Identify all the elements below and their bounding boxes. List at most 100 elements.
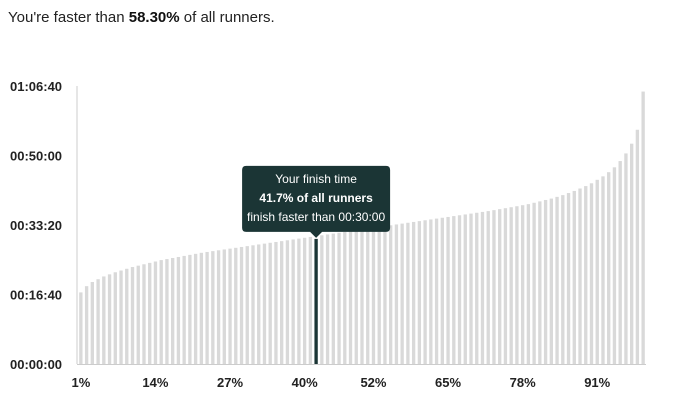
x-tick-label: 65% <box>435 375 461 390</box>
bar <box>360 229 364 364</box>
finish-time-tooltip: Your finish time 41.7% of all runners fi… <box>242 165 391 238</box>
x-tick-label: 1% <box>71 375 90 390</box>
bar <box>515 206 519 364</box>
bar <box>148 262 152 364</box>
bar <box>498 209 502 364</box>
bar <box>423 220 427 364</box>
bar <box>578 188 582 364</box>
x-tick-label: 27% <box>217 375 243 390</box>
bar <box>251 245 255 364</box>
tooltip-line-3: finish faster than 00:30:00 <box>247 210 385 224</box>
bar <box>607 172 611 364</box>
bar <box>549 198 553 364</box>
bar <box>618 161 622 364</box>
bar <box>348 231 353 364</box>
bar <box>629 143 634 364</box>
bar <box>331 233 335 364</box>
bar <box>245 246 249 364</box>
bar <box>280 241 284 364</box>
bars <box>79 91 645 364</box>
x-tick-label: 40% <box>292 375 318 390</box>
bar <box>532 202 536 364</box>
bar <box>262 243 267 364</box>
bar <box>400 223 404 364</box>
bar <box>325 234 330 364</box>
x-tick-label: 52% <box>360 375 386 390</box>
bar <box>291 239 295 364</box>
bar <box>595 179 599 364</box>
bar <box>119 270 123 364</box>
tooltip-background <box>242 165 391 238</box>
bar <box>434 218 439 364</box>
bar <box>302 237 307 364</box>
bar <box>503 208 508 364</box>
bar <box>239 246 244 364</box>
y-tick-label: 01:06:40 <box>10 79 62 94</box>
bar <box>624 153 628 364</box>
bar <box>308 236 313 364</box>
tooltip-line-2: 41.7% of all runners <box>259 191 373 205</box>
headline: You're faster than 58.30% of all runners… <box>8 9 275 26</box>
bar <box>153 261 158 364</box>
bar <box>589 183 594 364</box>
bar <box>188 254 192 364</box>
bar <box>526 204 531 364</box>
bar <box>584 186 588 364</box>
bar <box>268 242 272 364</box>
x-tick-label: 91% <box>584 375 610 390</box>
bar <box>90 281 95 364</box>
bar <box>171 258 175 364</box>
bar <box>406 222 410 364</box>
bar <box>113 272 117 364</box>
bar <box>354 230 358 364</box>
bar <box>480 211 485 364</box>
bar <box>457 215 462 364</box>
bar <box>205 251 209 364</box>
bar <box>102 276 106 364</box>
bar <box>96 279 100 364</box>
bar <box>130 267 135 364</box>
bar <box>429 219 433 364</box>
bar <box>377 226 381 364</box>
bar <box>486 211 490 364</box>
headline-prefix: You're faster than <box>8 9 129 26</box>
bar <box>635 129 640 364</box>
y-axis: 00:00:00 00:16:40 00:33:20 00:50:00 01:06:40 <box>10 79 62 372</box>
bar <box>84 286 89 364</box>
bar <box>193 253 198 364</box>
bar <box>216 250 221 364</box>
bar <box>257 244 261 364</box>
bar <box>520 205 525 364</box>
bar <box>142 264 146 364</box>
bar <box>469 213 473 364</box>
bar <box>411 221 416 364</box>
bar <box>561 195 565 364</box>
bar <box>176 256 181 364</box>
bar <box>182 255 186 364</box>
tooltip-line-1: Your finish time <box>275 172 357 186</box>
bar <box>337 232 341 364</box>
bar <box>543 199 548 364</box>
bar <box>566 193 571 364</box>
x-tick-label: 14% <box>142 375 168 390</box>
bar <box>509 207 513 364</box>
x-axis: 1% 14% 27% 40% 52% 65% 78% 91% <box>71 375 610 390</box>
bar <box>383 226 387 364</box>
bar <box>125 268 129 364</box>
bar <box>572 190 576 364</box>
bar <box>199 252 204 364</box>
y-tick-label: 00:50:00 <box>10 149 62 164</box>
headline-percentage: 58.30% <box>128 9 180 26</box>
bar <box>641 91 645 364</box>
bar <box>228 248 232 364</box>
y-tick-label: 00:16:40 <box>10 288 62 303</box>
bar <box>320 235 324 364</box>
bar <box>285 240 290 364</box>
bar <box>555 196 559 364</box>
bar <box>159 260 163 364</box>
bar <box>366 228 370 364</box>
bar <box>371 227 376 364</box>
bar <box>274 241 278 364</box>
bar <box>222 249 226 364</box>
bar <box>446 216 450 364</box>
